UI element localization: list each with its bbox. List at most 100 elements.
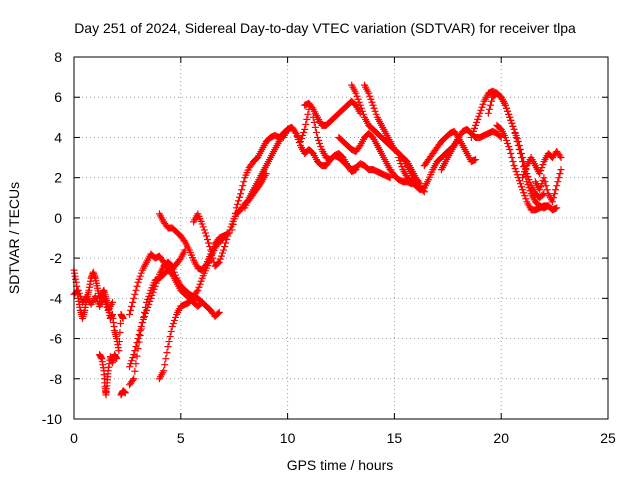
data-point	[159, 257, 167, 265]
data-point	[355, 143, 363, 151]
data-point	[236, 193, 244, 201]
data-point	[511, 165, 519, 173]
data-point	[539, 191, 547, 199]
data-point	[371, 107, 379, 115]
data-point	[134, 278, 142, 286]
data-point	[516, 150, 524, 158]
data-point	[150, 285, 158, 293]
data-point	[369, 101, 377, 109]
data-point	[520, 189, 528, 197]
data-point	[237, 190, 245, 198]
data-point	[516, 180, 524, 188]
data-point	[196, 280, 204, 288]
data-point	[303, 115, 311, 123]
data-point	[144, 303, 152, 311]
data-point	[311, 123, 319, 131]
data-point	[538, 164, 546, 172]
data-point	[555, 174, 563, 182]
data-point	[515, 146, 523, 154]
data-point	[368, 98, 376, 106]
series-track-p	[335, 129, 420, 188]
data-point	[314, 133, 322, 141]
x-tick-label: 25	[600, 430, 616, 446]
data-point	[209, 254, 217, 262]
data-point	[513, 137, 521, 145]
data-point	[200, 226, 208, 234]
data-point	[230, 215, 238, 223]
data-point	[359, 110, 367, 118]
data-point	[512, 168, 520, 176]
data-point	[293, 132, 301, 140]
series-track-o	[309, 113, 360, 176]
data-point	[556, 170, 564, 178]
data-point	[137, 322, 145, 330]
data-point	[136, 327, 144, 335]
data-point	[488, 97, 496, 105]
data-point	[130, 351, 138, 359]
data-point	[204, 236, 211, 244]
data-point	[228, 226, 236, 234]
data-point	[519, 174, 527, 182]
data-point	[208, 250, 216, 258]
data-point	[539, 161, 547, 169]
data-point	[507, 116, 515, 124]
data-point	[299, 131, 307, 139]
data-point	[542, 182, 550, 190]
data-point	[166, 333, 174, 341]
data-point	[467, 133, 475, 141]
y-tick-label: 0	[54, 210, 62, 226]
data-point	[537, 167, 545, 175]
data-point	[508, 154, 516, 162]
data-point	[478, 103, 486, 111]
data-point	[536, 186, 544, 194]
data-point	[218, 249, 226, 257]
data-point	[130, 294, 138, 302]
data-point	[487, 101, 495, 109]
data-point	[115, 347, 123, 355]
data-point	[496, 132, 504, 140]
plot-frame	[73, 56, 609, 420]
data-point	[352, 166, 360, 174]
data-point	[238, 186, 246, 194]
data-point	[537, 183, 545, 191]
data-point	[358, 107, 366, 115]
data-point	[149, 288, 157, 296]
data-point	[295, 138, 303, 146]
data-point	[113, 355, 121, 363]
y-axis-label: SDTVAR / TECUs	[6, 182, 22, 294]
data-point	[164, 343, 172, 351]
data-point	[543, 186, 551, 194]
data-point	[132, 286, 140, 294]
data-point	[504, 107, 512, 115]
data-point	[557, 166, 565, 174]
data-point	[195, 283, 203, 291]
data-point	[201, 229, 209, 237]
data-point	[231, 209, 239, 217]
data-point	[550, 194, 558, 202]
data-point	[126, 363, 134, 371]
data-point	[501, 133, 509, 141]
data-point	[386, 174, 394, 182]
data-point	[232, 204, 240, 212]
x-tick-labels: 0 5 10 15 20 25	[70, 430, 616, 446]
data-point	[142, 309, 150, 317]
data-point	[356, 101, 364, 109]
data-point	[132, 343, 140, 351]
data-point	[206, 243, 214, 251]
data-point	[220, 246, 228, 254]
data-point	[199, 223, 207, 231]
data-point	[552, 186, 560, 194]
data-point	[131, 290, 139, 298]
data-point	[294, 135, 302, 143]
data-point	[472, 156, 480, 164]
data-point	[521, 168, 529, 176]
data-point	[222, 239, 230, 247]
data-point	[138, 318, 146, 326]
data-point	[524, 181, 532, 189]
data-point	[520, 171, 528, 179]
data-point	[503, 104, 511, 112]
data-point	[133, 352, 141, 360]
data-point	[161, 361, 169, 369]
data-point	[194, 286, 202, 294]
data-point	[505, 142, 513, 150]
